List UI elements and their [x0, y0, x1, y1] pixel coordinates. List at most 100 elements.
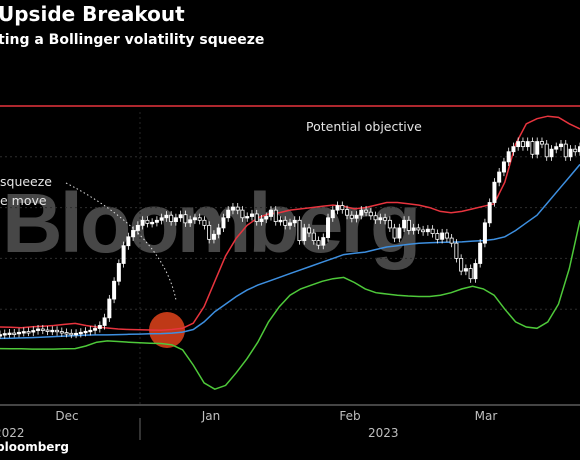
candle — [449, 237, 454, 244]
candle — [354, 214, 359, 219]
candle — [473, 263, 478, 280]
candle — [107, 298, 112, 319]
candle — [36, 328, 41, 331]
candle — [97, 325, 102, 329]
candle — [221, 217, 226, 229]
candle — [397, 227, 402, 239]
candle — [78, 331, 83, 335]
candle — [411, 227, 416, 231]
candle — [154, 219, 159, 223]
chart-title: Upside Breakout — [0, 2, 185, 26]
candle — [112, 280, 117, 300]
grid — [0, 112, 580, 405]
candle — [516, 141, 521, 148]
candle — [506, 151, 511, 163]
candle — [440, 232, 445, 240]
candle — [226, 209, 231, 219]
watermark-text: Bloomberg — [2, 176, 418, 270]
year-label-2022: 2022 — [0, 426, 25, 440]
candle — [245, 216, 250, 219]
candle — [406, 219, 411, 231]
candle — [421, 229, 426, 233]
candle — [335, 205, 340, 211]
candle — [402, 219, 407, 229]
lower-band-line — [0, 220, 580, 391]
candle — [17, 331, 22, 335]
candle — [492, 181, 497, 203]
candle — [59, 331, 64, 334]
candle — [573, 148, 578, 153]
candle — [7, 332, 12, 335]
candle — [340, 205, 345, 211]
source-label: bloomberg — [0, 440, 69, 454]
candle — [88, 329, 93, 333]
candle — [40, 328, 45, 331]
candle — [539, 141, 544, 145]
candle — [387, 219, 392, 229]
candle — [178, 214, 183, 219]
candle — [525, 141, 530, 148]
candle — [578, 146, 580, 153]
candle — [364, 209, 369, 213]
candle — [173, 217, 178, 222]
candle — [12, 332, 17, 335]
candle — [74, 332, 79, 336]
candle — [169, 214, 174, 222]
candle — [192, 217, 197, 221]
candle — [392, 227, 397, 239]
candle — [278, 219, 283, 223]
candle — [487, 202, 492, 224]
candle — [69, 332, 74, 336]
candle — [102, 317, 107, 326]
x-tick-label: Dec — [55, 409, 78, 423]
candle — [21, 331, 26, 334]
candle — [463, 268, 468, 272]
candle — [259, 218, 264, 222]
candle — [249, 213, 254, 217]
candle — [211, 233, 216, 240]
candle — [197, 217, 202, 221]
candle — [273, 209, 278, 222]
candle — [321, 237, 326, 246]
candle — [2, 333, 7, 336]
candle — [345, 209, 350, 216]
candle — [568, 148, 573, 158]
x-tick-label: Jan — [201, 409, 221, 423]
squeeze-pointer — [65, 182, 177, 301]
candle — [26, 331, 31, 334]
candle — [435, 233, 440, 240]
candle — [359, 209, 364, 216]
candle — [316, 240, 321, 246]
candle — [64, 332, 69, 335]
candle — [121, 245, 126, 264]
candle — [150, 221, 155, 225]
candle — [549, 148, 554, 158]
candle — [383, 217, 388, 221]
candle — [311, 232, 316, 242]
x-tick-label: Feb — [339, 409, 360, 423]
candle — [520, 141, 525, 148]
candle — [287, 222, 292, 226]
candle — [468, 268, 473, 280]
candle — [145, 219, 150, 224]
candle — [373, 215, 378, 221]
objective-label: Potential objective — [306, 119, 422, 134]
candle — [563, 143, 568, 158]
candle — [482, 222, 487, 244]
squeeze-annotation-line2: e move — [0, 193, 47, 208]
candle — [202, 219, 207, 226]
candle — [235, 206, 240, 211]
candle — [297, 219, 302, 242]
candle — [135, 224, 140, 231]
candle — [302, 227, 307, 242]
candle — [511, 146, 516, 153]
candle — [55, 329, 60, 333]
candle — [544, 143, 549, 158]
candle — [254, 213, 259, 222]
squeeze-annotation-line1: squeeze — [0, 174, 52, 189]
candle — [454, 242, 459, 259]
candle — [159, 217, 164, 221]
candle — [349, 214, 354, 219]
